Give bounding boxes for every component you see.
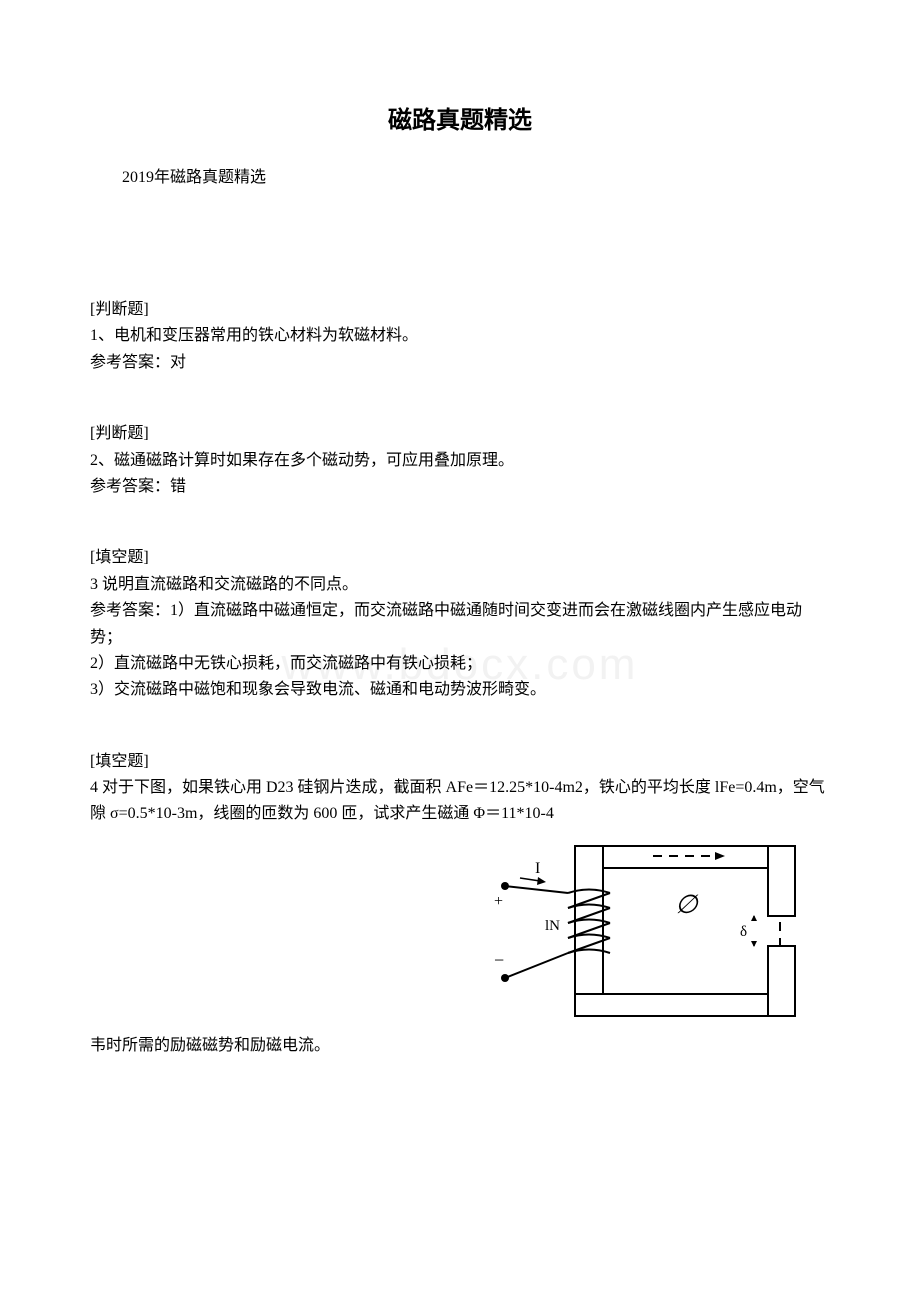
diagram-container: δ ∅: [90, 838, 830, 1018]
terminal-negative: [501, 974, 509, 982]
page-subtitle: 2019年磁路真题精选: [90, 163, 830, 187]
q3-a2: 2）直流磁路中无铁心损耗，而交流磁路中有铁心损耗；: [90, 651, 830, 677]
question-1: [判断题] 1、电机和变压器常用的铁心材料为软磁材料。 参考答案：对: [90, 297, 830, 376]
q2-type: [判断题]: [90, 421, 830, 447]
minus-sign: −: [494, 950, 504, 970]
q1-text: 1、电机和变压器常用的铁心材料为软磁材料。: [90, 323, 830, 349]
q3-a3: 3）交流磁路中磁饱和现象会导致电流、磁通和电动势波形畸变。: [90, 677, 830, 703]
plus-sign: +: [494, 893, 503, 910]
q4-text1: 4 对于下图，如果铁心用 D23 硅钢片迭成，截面积 AFe＝12.25*10-…: [90, 775, 830, 828]
terminal-positive: [501, 882, 509, 890]
q3-a1: 参考答案：1）直流磁路中磁通恒定，而交流磁路中磁通随时间交变进而会在激磁线圈内产…: [90, 598, 830, 651]
q1-type: [判断题]: [90, 297, 830, 323]
q2-text: 2、磁通磁路计算时如果存在多个磁动势，可应用叠加原理。: [90, 448, 830, 474]
flux-label: ∅: [675, 890, 699, 919]
q3-text: 3 说明直流磁路和交流磁路的不同点。: [90, 572, 830, 598]
question-3: [填空题] 3 说明直流磁路和交流磁路的不同点。 参考答案：1）直流磁路中磁通恒…: [90, 545, 830, 703]
page-title: 磁路真题精选: [90, 100, 830, 135]
q1-answer: 参考答案：对: [90, 350, 830, 376]
q4-text2: 韦时所需的励磁磁势和励磁电流。: [90, 1033, 830, 1059]
q3-type: [填空题]: [90, 545, 830, 571]
gap-label: δ: [740, 924, 747, 940]
coil-label: lN: [545, 918, 560, 934]
question-2: [判断题] 2、磁通磁路计算时如果存在多个磁动势，可应用叠加原理。 参考答案：错: [90, 421, 830, 500]
q4-type: [填空题]: [90, 749, 830, 775]
magnetic-circuit-diagram: δ ∅: [490, 838, 800, 1018]
q2-answer: 参考答案：错: [90, 474, 830, 500]
current-label: I: [535, 860, 540, 877]
question-4: [填空题] 4 对于下图，如果铁心用 D23 硅钢片迭成，截面积 AFe＝12.…: [90, 749, 830, 1060]
